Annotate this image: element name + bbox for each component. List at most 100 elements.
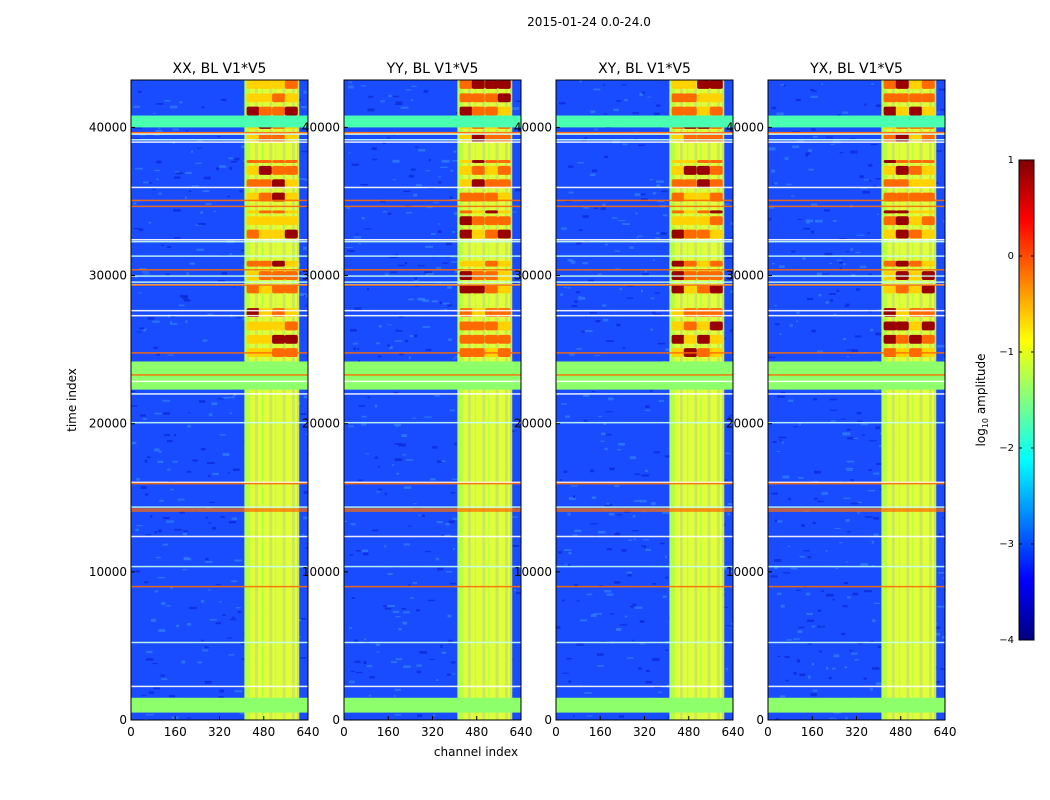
colorbar-tick-label: 1 <box>1008 155 1014 166</box>
noise-cell <box>850 247 853 251</box>
noise-cell <box>602 203 606 207</box>
noise-cell <box>189 606 197 610</box>
rfi-line <box>131 352 308 354</box>
noise-cell <box>216 136 221 138</box>
noise-cell <box>639 93 644 96</box>
noise-cell <box>796 659 801 663</box>
noise-cell <box>162 516 170 520</box>
strong-cell <box>671 334 685 344</box>
flagged-band <box>131 697 308 713</box>
noise-cell <box>629 246 634 249</box>
noise-cell <box>444 534 452 537</box>
strong-cell <box>683 106 697 116</box>
noise-cell <box>229 253 233 255</box>
noise-cell <box>842 605 848 608</box>
noise-cell <box>355 233 359 235</box>
y-tick-label: 10000 <box>514 565 552 579</box>
strong-cell <box>883 106 897 116</box>
noise-cell <box>417 297 425 301</box>
strong-cell <box>709 80 723 89</box>
noise-cell <box>451 478 459 480</box>
noise-cell <box>136 477 140 481</box>
noise-cell <box>589 469 595 473</box>
noise-cell <box>867 490 876 492</box>
noise-cell <box>664 576 669 579</box>
strong-cell <box>284 179 298 189</box>
rfi-line <box>768 275 945 277</box>
channel-stripe <box>688 80 701 720</box>
y-tick-label: 20000 <box>726 417 764 431</box>
strong-cell <box>895 284 909 294</box>
strong-cell <box>471 284 485 294</box>
strong-cell <box>459 80 473 89</box>
strong-cell <box>709 160 723 163</box>
strong-cell <box>697 216 711 226</box>
noise-cell <box>624 615 628 618</box>
noise-cell <box>512 686 515 689</box>
rfi-line <box>344 131 521 134</box>
noise-cell <box>376 651 380 653</box>
noise-cell <box>401 434 407 438</box>
noise-cell <box>639 499 647 503</box>
noise-cell <box>811 230 815 234</box>
noise-cell <box>395 330 403 332</box>
noise-cell <box>576 643 584 646</box>
noise-cell <box>206 507 212 509</box>
noise-cell <box>633 538 636 540</box>
noise-cell <box>344 520 348 522</box>
noise-cell <box>173 176 181 179</box>
noise-cell <box>936 344 945 348</box>
noise-cell <box>436 521 443 524</box>
noise-cell <box>606 504 613 507</box>
rfi-line <box>768 506 945 508</box>
noise-cell <box>726 625 731 627</box>
noise-cell <box>652 259 656 261</box>
noise-cell <box>511 430 516 433</box>
noise-cell <box>396 472 400 475</box>
noise-cell <box>172 128 180 131</box>
noise-cell <box>563 470 568 473</box>
noise-cell <box>645 548 652 551</box>
rfi-line <box>768 240 945 243</box>
noise-cell <box>408 356 411 360</box>
noise-cell <box>178 304 185 307</box>
y-tick-label: 0 <box>332 713 340 727</box>
rfi-line <box>768 199 945 202</box>
strong-cell <box>709 192 723 202</box>
strong-cell <box>459 165 473 175</box>
noise-cell <box>662 595 667 598</box>
strong-cell <box>909 260 923 267</box>
noise-cell <box>376 491 381 493</box>
noise-cell <box>864 179 869 181</box>
strong-cell <box>683 80 697 89</box>
noise-cell <box>452 358 456 360</box>
noise-cell <box>424 416 432 418</box>
noise-cell <box>784 157 789 160</box>
noise-cell <box>452 257 457 259</box>
rfi-line <box>344 238 521 241</box>
noise-cell <box>595 320 601 323</box>
noise-cell <box>160 674 165 677</box>
noise-cell <box>805 592 811 596</box>
noise-cell <box>940 668 945 670</box>
noise-cell <box>143 181 149 184</box>
rfi-line <box>768 482 945 485</box>
noise-cell <box>808 168 814 171</box>
noise-cell <box>452 159 459 162</box>
noise-cell <box>419 651 428 654</box>
strong-cell <box>697 93 711 103</box>
noise-cell <box>828 676 832 680</box>
noise-cell <box>387 324 393 326</box>
strong-cell <box>921 260 935 267</box>
noise-cell <box>829 262 832 265</box>
noise-cell <box>621 84 627 86</box>
noise-cell <box>239 712 246 715</box>
noise-cell <box>403 543 410 546</box>
noise-cell <box>182 569 188 571</box>
noise-cell <box>855 288 860 291</box>
noise-cell <box>876 682 883 685</box>
noise-cell <box>131 390 136 392</box>
noise-cell <box>842 111 849 114</box>
rfi-line <box>556 281 733 283</box>
strong-cell <box>697 284 711 294</box>
